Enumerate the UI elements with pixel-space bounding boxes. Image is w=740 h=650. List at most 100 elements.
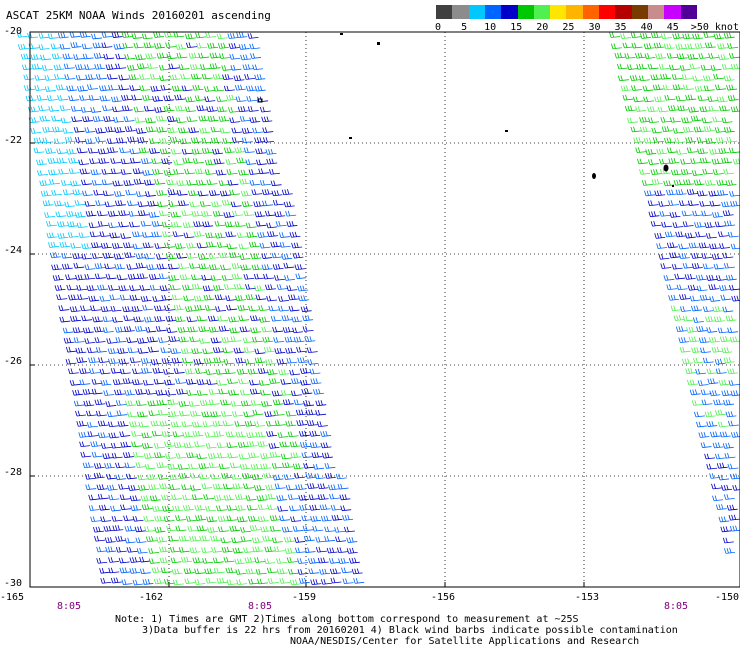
wind-barb [292,252,304,259]
wind-barb [269,525,281,532]
wind-barb [210,137,222,144]
lon-label: -156 [430,592,456,603]
wind-barb [204,159,216,166]
wind-barb [36,94,48,101]
wind-barb [185,378,197,385]
wind-barb [201,73,213,80]
wind-barb [91,253,103,259]
wind-barb [90,169,102,176]
wind-barb [696,190,708,197]
wind-barb [653,42,665,49]
wind-barb [671,169,682,176]
wind-barb [296,346,308,353]
wind-barb [178,535,190,542]
wind-barb [79,379,91,386]
wind-barb [669,211,681,218]
wind-barb [216,33,228,40]
wind-barb [85,74,97,81]
wind-barb [161,494,173,501]
wind-barb [718,147,730,154]
wind-barb [334,526,346,533]
wind-barb [695,274,707,281]
wind-barb [324,535,336,542]
wind-barb [144,179,155,186]
wind-barb [165,42,177,48]
wind-barb [315,536,327,543]
wind-barb [285,484,297,491]
wind-barb [659,158,671,165]
wind-barb [257,516,269,522]
wind-barb [221,336,233,343]
wind-barb [132,451,144,458]
wind-barb [102,252,114,259]
wind-barb [191,421,203,428]
wind-barb [227,378,239,385]
wind-barb [56,148,68,155]
wind-barb [174,94,186,101]
colorbar-label: 0 [434,22,442,33]
wind-barb [57,94,69,101]
wind-barb [175,105,187,112]
wind-barb [633,137,645,144]
wind-barb [658,253,670,260]
wind-barb [344,526,355,533]
wind-barb [94,262,106,269]
wind-barb [208,388,220,395]
wind-barb [237,106,249,113]
wind-barb [84,64,96,71]
wind-barb [101,179,113,186]
wind-barb [682,33,694,40]
wind-barb [279,578,291,584]
wind-barb [88,94,100,101]
wind-barb [228,389,239,396]
wind-barb [672,127,684,134]
wind-barb [207,452,219,459]
wind-barb [723,168,735,175]
wind-barb [127,136,139,143]
wind-barb [279,232,290,238]
wind-barb [718,516,730,523]
wind-barb [271,390,283,397]
wind-barb [267,231,279,238]
wind-barb [126,264,138,270]
wind-barb [169,136,181,143]
wind-barb [622,94,634,101]
wind-barb [708,105,720,112]
wind-barb [187,326,199,333]
wind-barb [198,326,210,332]
wind-barb [51,189,63,196]
wind-barb [123,242,134,249]
wind-barb [723,399,735,406]
wind-barb [727,368,739,375]
wind-barb [295,273,307,280]
wind-barb [215,306,227,312]
wind-barb [239,389,251,396]
wind-barb [647,106,659,113]
wind-barb [120,233,132,239]
wind-barb [114,190,125,197]
wind-barb [229,327,241,334]
wind-barb [176,52,188,59]
wind-barb [75,136,86,143]
wind-barb [201,210,212,217]
wind-barb [95,410,107,417]
wind-barb [335,536,346,543]
wind-barb [710,431,721,438]
wind-barb [643,137,655,144]
wind-barb [712,306,724,313]
wind-barb [131,430,143,437]
wind-barb [324,472,336,479]
wind-barb [132,368,144,375]
wind-barb [278,305,290,312]
wind-barb [629,75,641,82]
wind-barb [119,431,131,437]
wind-barb [724,220,736,227]
wind-barb [226,243,238,250]
wind-barb [171,494,183,500]
wind-barb [691,347,703,353]
wind-barb [86,347,98,354]
wind-barb [617,75,629,82]
colorbar-segment [664,5,681,19]
wind-barb [54,284,66,291]
wind-barb [70,180,82,187]
